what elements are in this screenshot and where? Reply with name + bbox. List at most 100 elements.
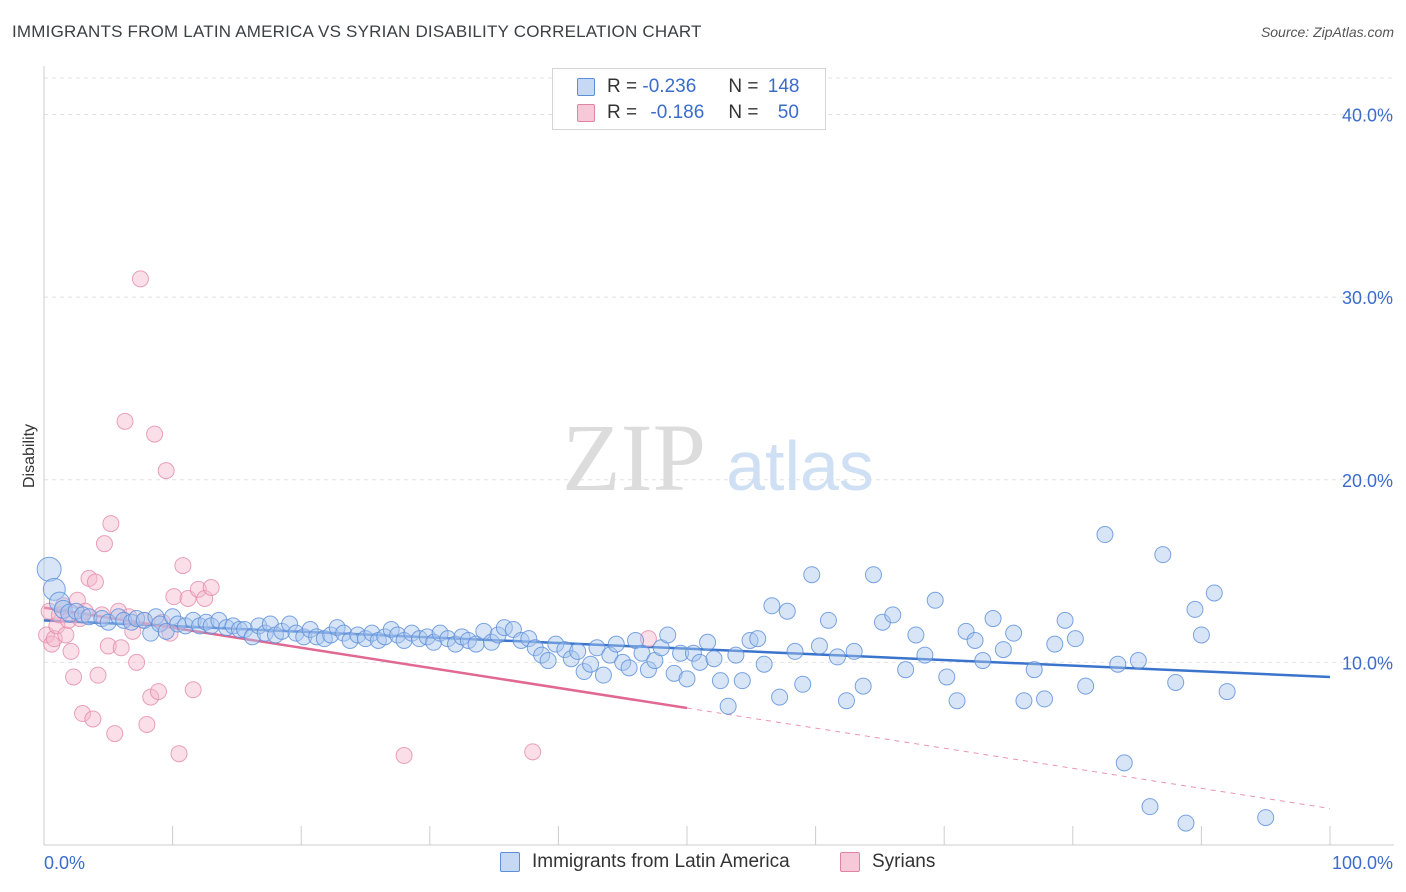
axes — [43, 66, 1394, 846]
syrians-point — [95, 535, 113, 553]
latin-america-point — [1005, 624, 1023, 642]
latin-america-point — [755, 655, 773, 673]
latin-america-point — [287, 624, 305, 642]
latin-america-point — [1025, 661, 1043, 679]
series-legend-syrians: Syrians — [840, 851, 935, 873]
trend-lines — [43, 606, 1331, 809]
tick-labels: 10.0% 20.0% 30.0% 40.0% 0.0% 100.0% — [44, 106, 1393, 873]
latin-america-point — [556, 641, 574, 659]
latin-america-point — [1205, 584, 1223, 602]
latin-america-point — [620, 659, 638, 677]
latin-america-point — [763, 597, 781, 615]
latin-america-point — [281, 615, 299, 633]
latin-america-point — [1218, 683, 1236, 701]
latin-america-point — [994, 641, 1012, 659]
syrians-point — [62, 642, 80, 660]
latin-america-point — [786, 642, 804, 660]
syrians-point — [196, 589, 214, 607]
latin-america-point — [684, 644, 702, 662]
latin-america-point — [349, 626, 367, 644]
latin-america-point — [699, 633, 717, 651]
chart-title: IMMIGRANTS FROM LATIN AMERICA VS SYRIAN … — [12, 22, 702, 41]
syrians-point — [86, 573, 104, 591]
syrians-point — [84, 710, 102, 728]
latin-america-point — [819, 611, 837, 629]
latin-america-point — [526, 639, 544, 657]
latin-america-point — [1257, 809, 1275, 827]
latin-america-point — [1056, 611, 1074, 629]
latin-america-point — [864, 566, 882, 584]
latin-america-point — [151, 615, 169, 633]
latin-america-point — [916, 646, 934, 664]
legend-n-label: N = — [728, 102, 759, 123]
syrians-point — [102, 515, 120, 533]
syrians-point — [165, 588, 183, 606]
legend-r-label: R = — [607, 76, 638, 97]
latin-america-point — [53, 599, 73, 619]
latin-america-point — [711, 672, 729, 690]
syrians-point — [112, 639, 130, 657]
legend-n-value: 50 — [777, 102, 799, 123]
y-tick-label: 30.0% — [1342, 288, 1393, 308]
latin-america-point — [230, 621, 248, 639]
legend-r-value: -0.236 — [642, 76, 697, 97]
latin-america-point — [845, 642, 863, 660]
source-label: Source: ZipAtlas.com — [1260, 24, 1394, 40]
latin-america-point — [547, 635, 565, 653]
latin-america-point — [335, 624, 353, 642]
latin-america-point — [1186, 600, 1204, 618]
latin-america-point — [256, 624, 274, 642]
legend-r-value: -0.186 — [650, 102, 705, 123]
latin-america-point — [1154, 546, 1172, 564]
syrians-point — [89, 666, 107, 684]
latin-america-point — [1066, 630, 1084, 648]
latin-america-point — [74, 606, 92, 624]
latin-america-point — [691, 653, 709, 671]
latin-america-point — [80, 608, 98, 626]
series-legend-label: Syrians — [872, 851, 936, 872]
syrians-point — [395, 747, 413, 765]
latin-america-point — [376, 628, 394, 646]
latin-america-point — [1129, 652, 1147, 670]
syrians-point — [93, 606, 111, 624]
watermark-atlas: atlas — [726, 427, 874, 505]
series-legend: Immigrants from Latin America Syrians — [0, 851, 1406, 877]
syrians-point — [65, 668, 83, 686]
latin-america-point — [459, 631, 477, 649]
latin-america-point — [36, 556, 62, 582]
latin-america-point — [1096, 526, 1114, 544]
latin-america-point — [907, 626, 925, 644]
syrians-point — [57, 626, 75, 644]
latin-america-point — [1141, 798, 1159, 816]
latin-america-point — [678, 670, 696, 688]
latin-america-point — [837, 692, 855, 710]
latin-america-point — [719, 697, 737, 715]
series-legend-label: Immigrants from Latin America — [532, 851, 790, 872]
latin-america-point — [897, 661, 915, 679]
latin-america-point — [483, 633, 501, 651]
syrians-point — [202, 579, 220, 597]
syrians-trend-extension — [686, 707, 1331, 809]
latin-america-point — [771, 688, 789, 706]
legend-r-label: R = — [607, 102, 638, 123]
latin-america-point — [569, 642, 587, 660]
syrians-point — [131, 270, 149, 288]
latin-america-point — [489, 626, 507, 644]
latin-america-point — [727, 646, 745, 664]
syrians-point — [149, 683, 167, 701]
syrians-point — [174, 557, 192, 575]
grid-lines — [44, 77, 1394, 663]
latin-america-point — [810, 637, 828, 655]
latin-america-point — [42, 577, 66, 601]
legend-row-latin-america: R = -0.236 N = 148 — [577, 75, 799, 99]
syrians-point — [106, 725, 124, 743]
latin-america-points — [36, 526, 1275, 832]
latin-america-point — [582, 655, 600, 673]
latin-america-point — [594, 666, 612, 684]
latin-america-point — [639, 661, 657, 679]
latin-america-point — [520, 630, 538, 648]
syrians-point — [170, 745, 188, 763]
latin-america-point — [984, 610, 1002, 628]
latin-america-point — [948, 692, 966, 710]
